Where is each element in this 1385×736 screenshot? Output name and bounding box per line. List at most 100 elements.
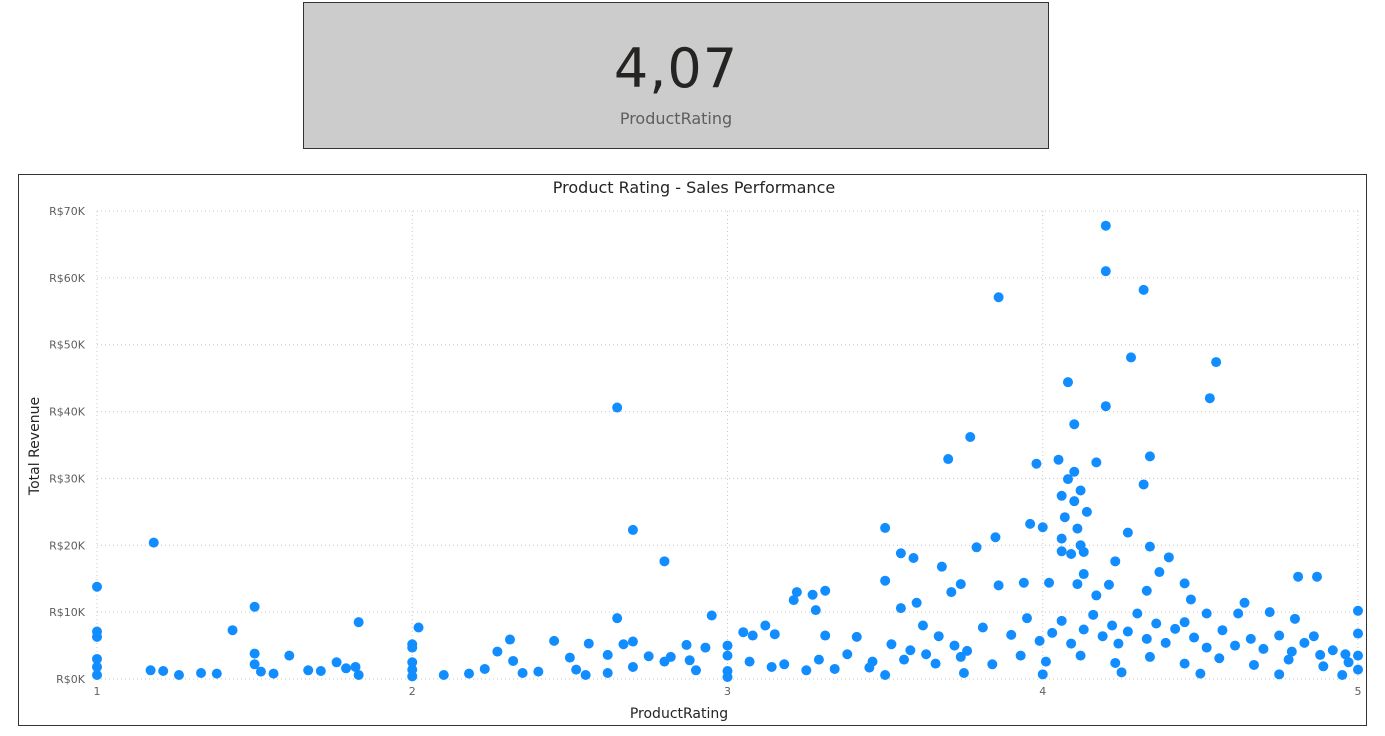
data-point[interactable] [738,627,749,638]
data-point[interactable] [627,636,638,647]
data-point[interactable] [1056,615,1067,626]
data-point[interactable] [1100,266,1111,277]
data-point[interactable] [1274,669,1285,680]
data-point[interactable] [842,649,853,660]
data-point[interactable] [930,658,941,669]
data-point[interactable] [990,532,1001,543]
data-point[interactable] [1069,496,1080,507]
data-point[interactable] [946,587,957,598]
data-point[interactable] [1113,638,1124,649]
data-point[interactable] [895,548,906,559]
data-point[interactable] [580,669,591,680]
kpi-card[interactable]: 4,07 ProductRating [303,2,1049,149]
data-point[interactable] [1126,352,1137,363]
data-point[interactable] [1299,637,1310,648]
data-point[interactable] [1075,650,1086,661]
data-point[interactable] [571,664,582,675]
data-point[interactable] [917,620,928,631]
data-point[interactable] [1204,393,1215,404]
data-point[interactable] [627,524,638,535]
data-point[interactable] [958,667,969,678]
data-point[interactable] [227,625,238,636]
data-point[interactable] [971,542,982,553]
data-point[interactable] [508,655,519,666]
data-point[interactable] [1315,649,1326,660]
data-point[interactable] [993,580,1004,591]
data-point[interactable] [1037,522,1048,533]
data-point[interactable] [1056,546,1067,557]
data-point[interactable] [249,659,260,670]
data-point[interactable] [788,595,799,606]
scatter-chart[interactable]: Product Rating - Sales Performance R$0KR… [19,175,1368,727]
data-point[interactable] [1144,451,1155,462]
data-point[interactable] [1078,546,1089,557]
data-point[interactable] [965,431,976,442]
data-point[interactable] [1116,667,1127,678]
data-point[interactable] [810,605,821,616]
data-point[interactable] [602,649,613,660]
data-point[interactable] [413,622,424,633]
data-point[interactable] [1015,650,1026,661]
data-point[interactable] [284,650,295,661]
data-point[interactable] [549,635,560,646]
data-point[interactable] [1239,597,1250,608]
data-point[interactable] [517,667,528,678]
data-point[interactable] [1144,651,1155,662]
data-point[interactable] [331,657,342,668]
data-point[interactable] [303,665,314,676]
data-point[interactable] [92,581,102,592]
data-point[interactable] [148,537,159,548]
data-point[interactable] [895,603,906,614]
data-point[interactable] [1122,626,1133,637]
data-point[interactable] [706,610,717,621]
data-point[interactable] [612,613,623,624]
data-point[interactable] [1110,556,1121,567]
data-point[interactable] [211,668,222,679]
data-point[interactable] [92,653,102,664]
data-point[interactable] [880,522,891,533]
data-point[interactable] [1100,220,1111,231]
data-point[interactable] [1091,590,1102,601]
data-point[interactable] [1110,657,1121,668]
data-point[interactable] [504,634,515,645]
data-point[interactable] [341,663,352,674]
data-point[interactable] [1066,638,1077,649]
data-point[interactable] [1069,419,1080,430]
data-point[interactable] [1103,579,1114,590]
data-point[interactable] [1066,548,1077,559]
data-point[interactable] [908,552,919,563]
data-point[interactable] [886,639,897,650]
scatter-chart-visual[interactable]: Product Rating - Sales Performance R$0K R… [18,174,1367,726]
data-point[interactable] [1072,523,1083,534]
data-point[interactable] [851,631,862,642]
data-point[interactable] [769,629,780,640]
data-point[interactable] [1214,653,1225,664]
data-point[interactable] [407,642,418,653]
data-point[interactable] [479,663,490,674]
data-point[interactable] [1078,624,1089,635]
data-point[interactable] [1340,649,1351,660]
data-point[interactable] [1201,608,1212,619]
data-point[interactable] [1274,630,1285,641]
data-point[interactable] [1170,623,1181,634]
data-point[interactable] [1211,357,1222,368]
data-point[interactable] [158,665,169,676]
data-point[interactable] [779,659,790,670]
data-point[interactable] [1163,552,1174,563]
data-point[interactable] [1091,457,1102,468]
data-point[interactable] [760,620,771,631]
data-point[interactable] [1160,637,1171,648]
data-point[interactable] [864,662,875,673]
data-point[interactable] [1312,571,1323,582]
data-point[interactable] [820,585,831,596]
data-point[interactable] [1006,629,1017,640]
data-point[interactable] [744,656,755,667]
data-point[interactable] [1037,669,1048,680]
data-point[interactable] [1056,533,1067,544]
data-point[interactable] [987,659,998,670]
data-point[interactable] [1144,541,1155,552]
data-point[interactable] [1154,567,1165,578]
data-point[interactable] [407,657,418,668]
data-point[interactable] [1189,632,1200,643]
data-point[interactable] [583,638,594,649]
